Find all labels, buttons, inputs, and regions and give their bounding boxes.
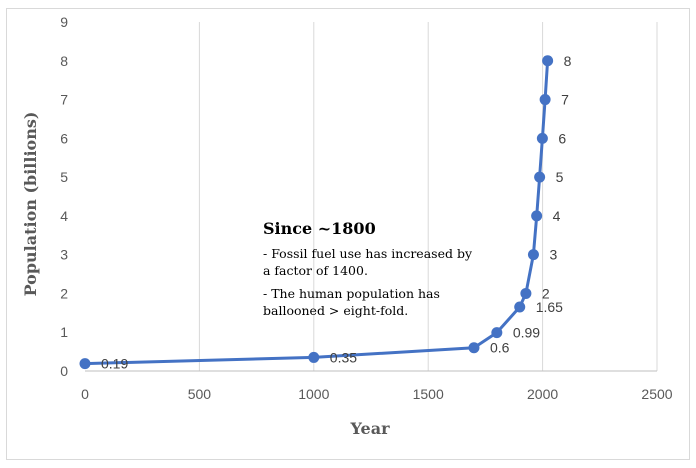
x-tick-label-1000: 1000 [298, 386, 329, 402]
data-label-1: 0.35 [330, 349, 357, 365]
y-tick-label-1: 1 [60, 324, 68, 340]
series-population [79, 55, 554, 370]
x-tick-label-500: 500 [188, 386, 212, 402]
data-label-3: 0.99 [513, 325, 540, 341]
y-tick-label-6: 6 [60, 130, 68, 146]
y-tick-label-0: 0 [60, 363, 68, 379]
data-label-9: 6 [558, 130, 566, 146]
y-tick-label-4: 4 [60, 208, 68, 224]
data-label-2: 0.6 [490, 340, 510, 356]
data-label-11: 8 [564, 53, 572, 69]
y-tick-label-5: 5 [60, 169, 68, 185]
data-label-5: 2 [542, 285, 550, 301]
axes: 0 500 1000 1500 2000 2500 0 1 2 3 4 5 6 7 8 9 [60, 14, 673, 402]
data-point-2 [468, 342, 480, 354]
data-point-4 [514, 301, 526, 313]
data-label-0: 0.19 [101, 356, 128, 372]
y-tick-label-7: 7 [60, 92, 68, 108]
data-point-11 [542, 55, 554, 67]
data-labels: 0.19 0.35 0.60.99 1.652 3 4 5 6 7 8 [101, 53, 572, 372]
data-point-5 [520, 287, 532, 299]
data-point-3 [491, 327, 503, 339]
annotation-line-2: a factor of 1400. [263, 263, 368, 278]
annotation-line-3: - The human population has [263, 286, 440, 301]
data-label-7: 4 [553, 208, 561, 224]
data-point-0 [79, 358, 91, 370]
data-point-8 [534, 171, 546, 183]
data-label-8: 5 [556, 169, 564, 185]
data-label-6: 3 [549, 247, 557, 263]
data-label-10: 7 [561, 92, 569, 108]
annotation-box: Since ~1800 - Fossil fuel use has increa… [263, 219, 473, 318]
data-point-10 [539, 94, 551, 106]
x-tick-label-0: 0 [81, 386, 89, 402]
x-tick-label-2500: 2500 [641, 386, 672, 402]
chart-frame [6, 8, 690, 460]
annotation-line-4: ballooned > eight-fold. [263, 303, 408, 318]
data-point-1 [308, 351, 320, 363]
y-tick-label-8: 8 [60, 53, 68, 69]
y-tick-label-3: 3 [60, 247, 68, 263]
data-label-4: 1.65 [536, 299, 563, 315]
data-point-7 [531, 210, 543, 222]
annotation-title: Since ~1800 [263, 219, 376, 238]
y-axis-title: Population (billions) [21, 112, 40, 297]
x-tick-label-1500: 1500 [413, 386, 444, 402]
y-tick-label-2: 2 [60, 285, 68, 301]
data-point-9 [536, 132, 548, 144]
annotation-line-1: - Fossil fuel use has increased by [263, 246, 473, 261]
gridlines [198, 22, 658, 371]
series-line-0 [84, 60, 550, 366]
x-axis-title: Year [349, 419, 390, 438]
data-point-6 [527, 249, 539, 261]
x-tick-label-2000: 2000 [527, 386, 558, 402]
y-tick-label-9: 9 [60, 14, 68, 30]
